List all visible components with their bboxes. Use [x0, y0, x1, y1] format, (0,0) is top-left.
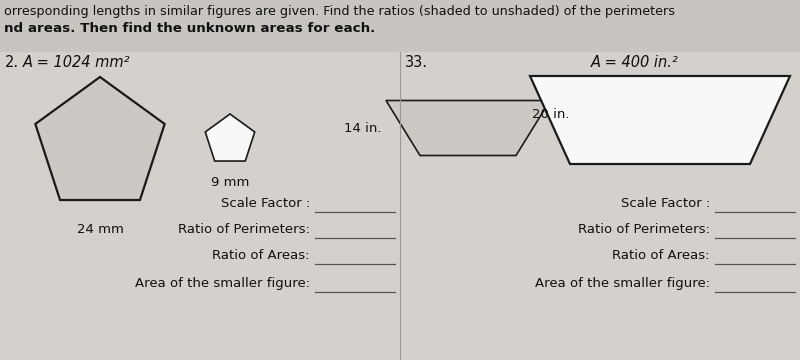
Polygon shape — [35, 77, 165, 200]
Text: A = 400 in.²: A = 400 in.² — [591, 55, 679, 70]
Text: Scale Factor :: Scale Factor : — [621, 197, 710, 210]
Text: Ratio of Areas:: Ratio of Areas: — [213, 249, 310, 262]
Text: 20 in.: 20 in. — [532, 108, 570, 122]
FancyBboxPatch shape — [0, 0, 800, 52]
Text: 33.: 33. — [405, 55, 428, 70]
Text: Ratio of Perimeters:: Ratio of Perimeters: — [578, 223, 710, 236]
Text: Area of the smaller figure:: Area of the smaller figure: — [535, 277, 710, 290]
Text: Ratio of Perimeters:: Ratio of Perimeters: — [178, 223, 310, 236]
Polygon shape — [530, 76, 790, 164]
Text: nd areas. Then find the unknown areas for each.: nd areas. Then find the unknown areas fo… — [4, 22, 375, 35]
Text: Area of the smaller figure:: Area of the smaller figure: — [135, 277, 310, 290]
Text: Ratio of Areas:: Ratio of Areas: — [613, 249, 710, 262]
Text: 9 mm: 9 mm — [211, 176, 249, 189]
Text: Scale Factor :: Scale Factor : — [221, 197, 310, 210]
Polygon shape — [386, 100, 550, 156]
Text: 24 mm: 24 mm — [77, 223, 123, 236]
Text: A = 1024 mm²: A = 1024 mm² — [23, 55, 130, 70]
Text: 2.: 2. — [5, 55, 19, 70]
Polygon shape — [206, 114, 254, 161]
Text: 14 in.: 14 in. — [345, 122, 382, 135]
Text: orresponding lengths in similar figures are given. Find the ratios (shaded to un: orresponding lengths in similar figures … — [4, 5, 675, 18]
